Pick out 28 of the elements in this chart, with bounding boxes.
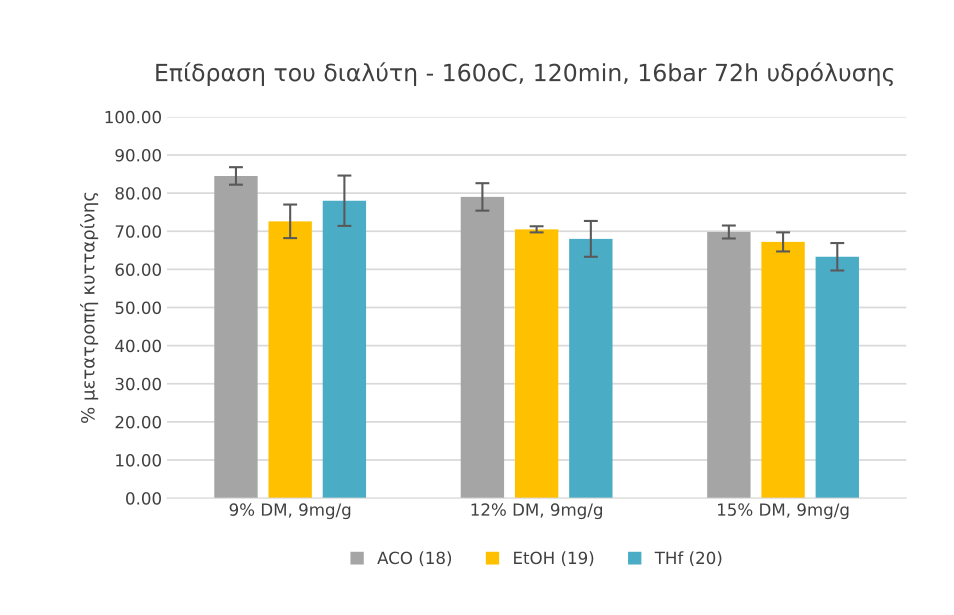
y-tick-label: 60.00	[116, 263, 161, 276]
bar	[322, 200, 366, 498]
bar	[761, 242, 805, 498]
bar	[569, 238, 613, 498]
y-tick-label: 50.00	[116, 301, 161, 314]
y-axis-title: % μετατροπή κυτταρίνης	[80, 192, 98, 423]
y-tick-label: 10.00	[116, 454, 161, 467]
y-tick-label: 30.00	[116, 378, 161, 390]
y-tick-label: 0.00	[126, 492, 161, 505]
bar	[214, 176, 258, 498]
legend-label: EtOH (19)	[514, 551, 594, 566]
bar	[514, 229, 558, 498]
bar	[816, 256, 859, 498]
bar	[460, 196, 504, 498]
y-tick-label: 80.00	[116, 187, 161, 200]
bar	[707, 232, 751, 498]
x-tick-label: 15% DM, 9mg/g	[718, 503, 848, 520]
y-tick-label: 20.00	[116, 416, 161, 428]
y-tick-label: 100.00	[106, 110, 161, 124]
y-tick-label: 90.00	[115, 148, 161, 162]
chart-title: Επίδραση του διαλύτη - 160oC, 120min, 16bar 72h υδρόλυσης	[156, 62, 894, 86]
legend-label: THf (20)	[654, 551, 722, 566]
y-tick-label: 40.00	[115, 340, 161, 352]
bar	[268, 221, 312, 498]
x-tick-label: 9% DM, 9mg/g	[230, 503, 350, 520]
legend-label: ACO (18)	[377, 551, 452, 566]
y-tick-label: 70.00	[116, 225, 161, 238]
x-tick-label: 12% DM, 9mg/g	[472, 503, 602, 520]
